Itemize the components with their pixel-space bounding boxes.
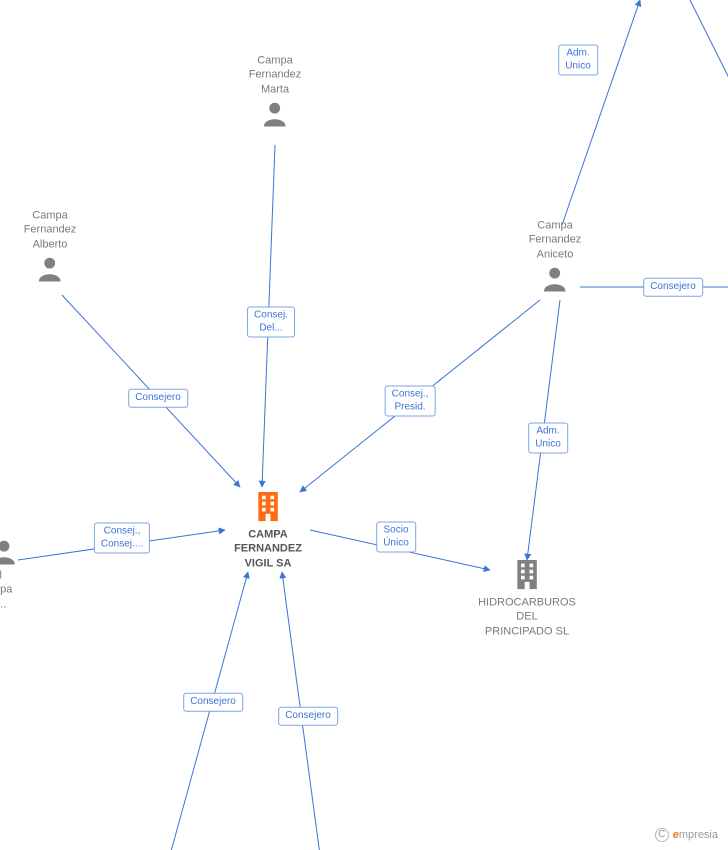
node-company-hidrocarburos[interactable]: HIDROCARBUROS DEL PRINCIPADO SL xyxy=(478,558,576,639)
edge-label[interactable]: Socio Único xyxy=(376,522,416,553)
node-person-aniceto[interactable]: Campa Fernandez Aniceto xyxy=(529,219,582,292)
node-label: CAMPA FERNANDEZ VIGIL SA xyxy=(234,528,302,571)
node-label: Campa Fernandez Alberto xyxy=(24,209,77,252)
node-person-partial-left[interactable]: gil mpa a... xyxy=(0,539,17,612)
copyright-icon: C xyxy=(655,828,669,842)
building-icon xyxy=(253,490,283,524)
edge-line xyxy=(690,0,728,90)
edge-label[interactable]: Consejero xyxy=(278,707,338,726)
edge-label[interactable]: Consejero xyxy=(128,389,188,408)
edge-label[interactable]: Consej., Consej.... xyxy=(94,523,150,554)
diagram-canvas: CAMPA FERNANDEZ VIGIL SA HIDROCARBUROS D… xyxy=(0,0,728,850)
person-icon xyxy=(37,255,63,281)
person-icon xyxy=(262,100,288,126)
edge-label[interactable]: Consej., Presid. xyxy=(385,386,436,417)
node-person-alberto[interactable]: Campa Fernandez Alberto xyxy=(24,209,77,282)
edge-label[interactable]: Adm. Unico xyxy=(558,45,598,76)
watermark: Cempresia xyxy=(655,828,718,842)
node-label: Campa Fernandez Aniceto xyxy=(529,219,582,262)
node-label: HIDROCARBUROS DEL PRINCIPADO SL xyxy=(478,596,576,639)
edge-line xyxy=(562,0,640,225)
node-company-center[interactable]: CAMPA FERNANDEZ VIGIL SA xyxy=(234,490,302,571)
person-icon xyxy=(542,265,568,291)
edge-label[interactable]: Consejero xyxy=(183,693,243,712)
node-label: gil mpa a... xyxy=(0,569,17,612)
edge-label[interactable]: Consej. Del... xyxy=(247,307,295,338)
node-label: Campa Fernandez Marta xyxy=(249,54,302,97)
node-person-marta[interactable]: Campa Fernandez Marta xyxy=(249,54,302,127)
edge-label[interactable]: Consejero xyxy=(643,278,703,297)
building-icon xyxy=(512,558,542,592)
edge-label[interactable]: Adm. Unico xyxy=(528,423,568,454)
edges-layer xyxy=(0,0,728,850)
brand-rest: mpresia xyxy=(679,829,718,841)
person-icon xyxy=(0,539,17,565)
